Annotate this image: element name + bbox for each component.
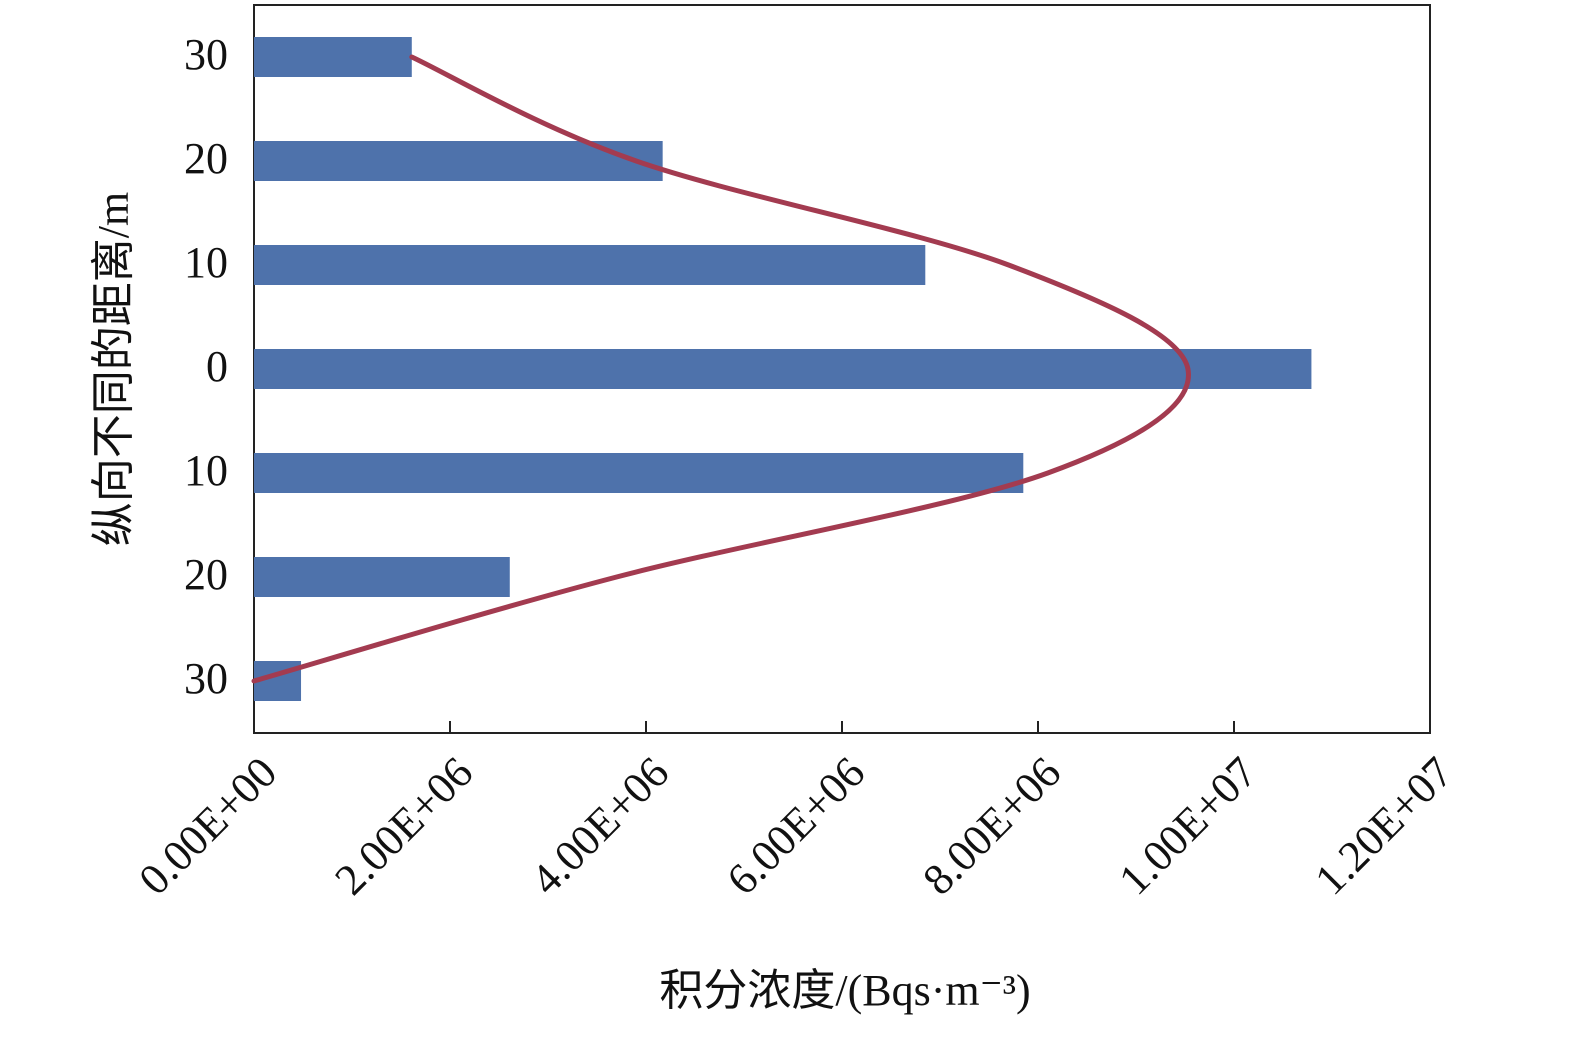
fit-curve bbox=[251, 54, 1191, 684]
y-tick-label: 30 bbox=[184, 30, 228, 79]
bar bbox=[254, 557, 510, 597]
y-tick-label: 0 bbox=[206, 342, 228, 391]
bar bbox=[254, 453, 1024, 493]
y-tick-label: 20 bbox=[184, 550, 228, 599]
x-tick-label: 8.00E+06 bbox=[913, 748, 1070, 905]
x-tick-label: 0.00E+00 bbox=[129, 748, 286, 905]
y-tick-label: 20 bbox=[184, 134, 228, 183]
x-tick-label: 6.00E+06 bbox=[717, 748, 874, 905]
y-axis-label: 纵向不同的距离/m bbox=[89, 192, 138, 546]
y-tick-label: 30 bbox=[184, 654, 228, 703]
x-tick-label: 2.00E+06 bbox=[325, 748, 482, 905]
bar bbox=[254, 37, 412, 77]
bar bbox=[254, 349, 1312, 389]
x-tick-label: 1.20E+07 bbox=[1305, 748, 1462, 905]
x-tick-label: 4.00E+06 bbox=[521, 748, 678, 905]
y-tick-label: 10 bbox=[184, 446, 228, 495]
x-tick-label: 1.00E+07 bbox=[1109, 748, 1266, 905]
y-tick-label: 10 bbox=[184, 238, 228, 287]
bar bbox=[254, 245, 926, 285]
x-axis-label: 积分浓度/(Bqs·m⁻³) bbox=[659, 966, 1030, 1015]
